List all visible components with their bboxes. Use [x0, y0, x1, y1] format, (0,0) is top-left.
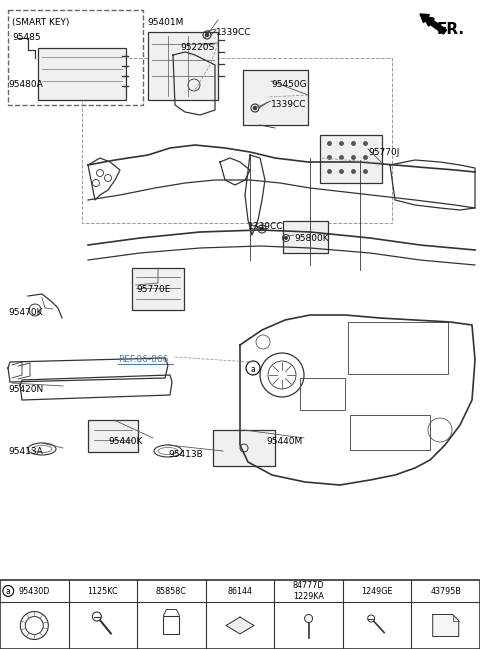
Circle shape	[25, 617, 43, 635]
Text: 85858C: 85858C	[156, 587, 187, 596]
Bar	[348, 322, 448, 374]
Text: 1339CC: 1339CC	[248, 222, 284, 231]
Text: a: a	[6, 587, 11, 596]
Text: 95420N: 95420N	[8, 385, 43, 394]
Bar	[350, 415, 430, 450]
Circle shape	[253, 106, 256, 110]
Text: 95800K: 95800K	[294, 234, 329, 243]
Text: 86144: 86144	[228, 587, 252, 596]
Bar	[243, 70, 308, 125]
Text: 95413A: 95413A	[8, 447, 43, 456]
Bar	[320, 135, 382, 183]
Polygon shape	[432, 615, 459, 637]
Text: 84777D
1229KA: 84777D 1229KA	[293, 582, 324, 601]
Ellipse shape	[158, 448, 178, 454]
Ellipse shape	[28, 443, 56, 455]
Circle shape	[246, 361, 260, 375]
Text: 95470K: 95470K	[8, 308, 43, 317]
Text: 95480A: 95480A	[8, 80, 43, 89]
Bar	[88, 420, 138, 452]
Circle shape	[368, 615, 375, 622]
Circle shape	[92, 612, 101, 621]
Circle shape	[205, 34, 208, 36]
Text: 95440M: 95440M	[266, 437, 302, 446]
Text: 95770J: 95770J	[368, 148, 399, 157]
Text: 95440K: 95440K	[108, 437, 143, 446]
Circle shape	[305, 615, 312, 622]
Text: (SMART KEY): (SMART KEY)	[12, 18, 70, 27]
Text: 1249GE: 1249GE	[361, 587, 393, 596]
Text: 1339CC: 1339CC	[216, 28, 252, 37]
Bar	[8, 10, 143, 105]
Bar	[213, 430, 275, 466]
Ellipse shape	[32, 445, 52, 452]
Polygon shape	[226, 617, 254, 634]
Ellipse shape	[154, 445, 182, 457]
Text: 1339CC: 1339CC	[271, 100, 307, 109]
Circle shape	[285, 237, 287, 239]
Text: 95220S: 95220S	[180, 43, 214, 52]
Circle shape	[261, 228, 264, 230]
Text: REF.86-866: REF.86-866	[118, 355, 168, 364]
Text: 95770E: 95770E	[136, 285, 170, 294]
Bar	[300, 378, 345, 410]
Circle shape	[20, 611, 48, 639]
Bar	[148, 32, 218, 100]
Text: 95413B: 95413B	[168, 450, 203, 459]
Bar	[283, 221, 328, 253]
Text: FR.: FR.	[437, 22, 465, 37]
Text: 1125KC: 1125KC	[87, 587, 118, 596]
Bar	[82, 58, 392, 223]
Text: 95401M: 95401M	[147, 18, 183, 27]
FancyArrow shape	[420, 14, 446, 34]
Text: 95485: 95485	[12, 33, 41, 42]
Bar	[163, 615, 180, 633]
Text: 43795B: 43795B	[430, 587, 461, 596]
Bar	[132, 268, 184, 310]
Text: 95430D: 95430D	[19, 587, 50, 596]
Bar	[0, 580, 480, 649]
Text: 95450G: 95450G	[271, 80, 307, 89]
Text: a: a	[251, 365, 255, 374]
Bar	[38, 48, 126, 100]
